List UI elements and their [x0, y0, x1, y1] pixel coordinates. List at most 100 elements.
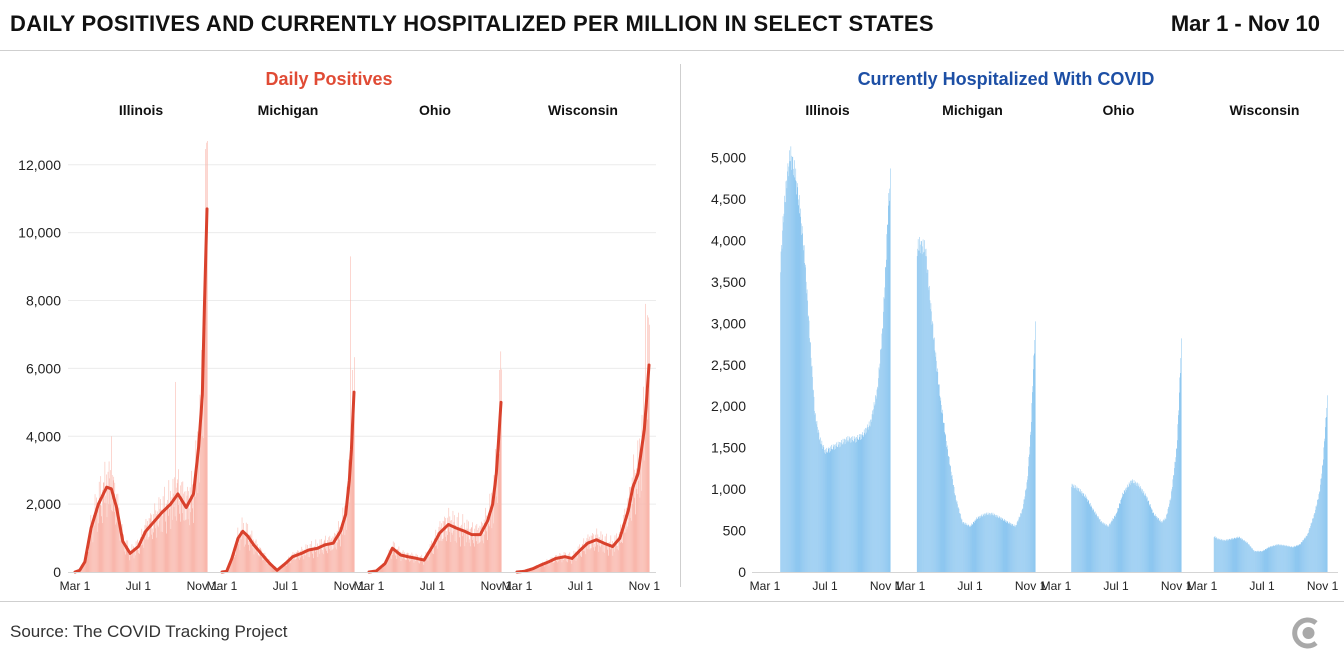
- bar: [157, 511, 158, 572]
- bar: [1081, 493, 1082, 572]
- bar: [971, 523, 973, 572]
- bar: [313, 558, 315, 572]
- bar: [611, 547, 613, 572]
- bar: [599, 537, 600, 572]
- bar: [449, 531, 450, 572]
- bar: [1243, 540, 1244, 572]
- bar: [185, 519, 186, 572]
- bar: [437, 532, 438, 572]
- bar: [1300, 542, 1302, 572]
- bar: [940, 400, 941, 572]
- bar: [1097, 517, 1098, 572]
- bar: [834, 444, 836, 572]
- bar: [831, 444, 832, 572]
- bar: [408, 553, 410, 572]
- bar: [559, 557, 560, 572]
- bar: [971, 525, 972, 572]
- bar: [420, 559, 422, 572]
- bar: [850, 442, 851, 572]
- bar: [315, 552, 316, 572]
- bar: [1123, 490, 1125, 572]
- bar: [87, 544, 89, 572]
- bar: [319, 539, 321, 572]
- bar: [1007, 521, 1008, 572]
- bar: [1295, 546, 1297, 572]
- bar: [591, 548, 592, 572]
- x-tick-label: Mar 1: [750, 579, 781, 593]
- bar: [1034, 353, 1035, 572]
- bar: [1325, 417, 1327, 572]
- bar: [450, 542, 452, 572]
- bar: [1127, 487, 1129, 572]
- bar: [236, 545, 238, 572]
- bar: [1009, 523, 1010, 572]
- bar: [594, 534, 596, 572]
- bar: [975, 521, 976, 572]
- bar: [286, 565, 288, 572]
- bar: [311, 553, 313, 572]
- bar: [1119, 503, 1121, 572]
- bar: [1073, 484, 1075, 572]
- bar: [1000, 517, 1002, 572]
- bar: [999, 517, 1001, 572]
- bar: [1122, 494, 1124, 572]
- bar: [830, 448, 832, 572]
- bar: [500, 351, 502, 572]
- bar: [1174, 468, 1175, 572]
- bar: [1265, 549, 1267, 572]
- bar: [805, 264, 806, 572]
- bar: [165, 509, 166, 572]
- bar: [469, 539, 470, 572]
- bar: [1250, 546, 1251, 572]
- bar: [188, 508, 190, 572]
- bar: [789, 150, 790, 573]
- bar: [837, 446, 838, 572]
- bar: [1324, 438, 1326, 572]
- bar: [923, 251, 925, 573]
- bar: [1096, 516, 1098, 572]
- bar: [306, 548, 308, 572]
- bar: [1275, 545, 1277, 572]
- bar: [1012, 526, 1014, 572]
- bar: [379, 568, 380, 572]
- bar: [1327, 395, 1328, 572]
- bar: [568, 558, 570, 572]
- y-tick-label: 4,000: [26, 428, 61, 444]
- bar: [823, 447, 825, 572]
- bar: [862, 436, 864, 572]
- bar: [1314, 513, 1315, 572]
- bar: [484, 534, 485, 572]
- bar: [859, 439, 861, 572]
- bar: [812, 389, 814, 572]
- bar: [310, 549, 312, 572]
- bar: [1098, 517, 1099, 572]
- bar: [602, 534, 603, 572]
- bar: [298, 555, 300, 572]
- bar: [398, 546, 400, 572]
- bar: [251, 544, 252, 572]
- bar: [392, 541, 394, 572]
- bar: [866, 432, 867, 572]
- bar: [112, 480, 114, 572]
- bar: [266, 558, 267, 572]
- bar: [1028, 456, 1030, 572]
- bar: [646, 419, 648, 572]
- bar: [470, 528, 472, 572]
- bar: [1264, 550, 1266, 572]
- bar: [868, 427, 869, 572]
- bar: [242, 534, 243, 572]
- bar: [113, 476, 115, 572]
- bar: [641, 414, 643, 572]
- bar: [879, 369, 880, 572]
- bar: [1090, 507, 1092, 572]
- bar: [426, 557, 427, 572]
- bar: [1248, 544, 1250, 572]
- bar: [411, 552, 413, 572]
- bar: [381, 565, 383, 572]
- bar: [229, 566, 231, 572]
- bar: [1111, 521, 1113, 572]
- bar: [1004, 520, 1006, 572]
- bar: [869, 426, 871, 572]
- bar: [629, 486, 630, 572]
- bar: [497, 436, 499, 572]
